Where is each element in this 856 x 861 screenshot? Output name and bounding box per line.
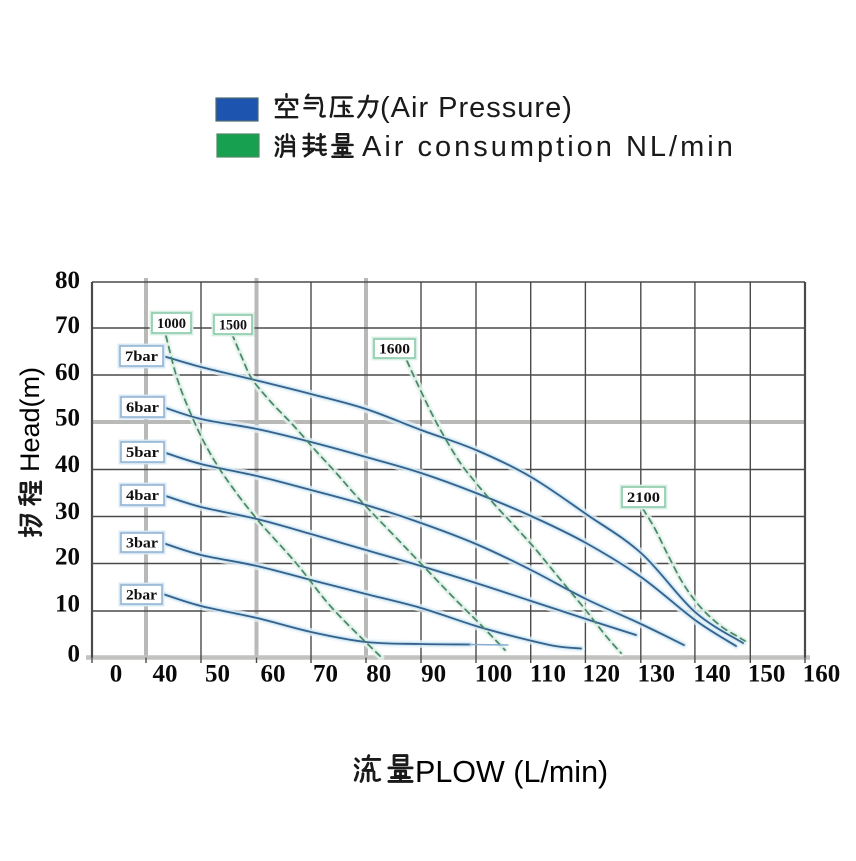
svg-text:120: 120: [583, 661, 621, 688]
svg-text:140: 140: [693, 661, 731, 688]
svg-text:7bar: 7bar: [125, 349, 159, 365]
svg-text:1500: 1500: [219, 318, 247, 334]
svg-text:50: 50: [205, 661, 230, 688]
svg-text:30: 30: [55, 498, 80, 525]
svg-text:80: 80: [55, 267, 80, 294]
svg-text:60: 60: [55, 359, 80, 386]
svg-text:5bar: 5bar: [126, 445, 160, 461]
svg-text:40: 40: [55, 451, 80, 478]
svg-text:60: 60: [261, 661, 286, 688]
svg-text:80: 80: [366, 661, 391, 688]
svg-text:1000: 1000: [157, 316, 186, 332]
svg-text:130: 130: [637, 661, 675, 688]
svg-text:0: 0: [68, 640, 81, 667]
svg-text:2bar: 2bar: [126, 588, 158, 604]
svg-text:1600: 1600: [379, 342, 410, 358]
svg-text:100: 100: [475, 661, 513, 688]
svg-text:70: 70: [55, 312, 80, 339]
svg-text:90: 90: [421, 661, 446, 688]
svg-text:20: 20: [55, 544, 80, 571]
svg-text:0: 0: [110, 661, 123, 688]
svg-text:160: 160: [803, 661, 841, 688]
svg-text:(Air Pressure): (Air Pressure): [380, 92, 573, 124]
svg-text:4bar: 4bar: [126, 488, 160, 504]
svg-text:150: 150: [748, 661, 786, 688]
svg-text:Air consumption NL/min: Air consumption NL/min: [362, 131, 736, 163]
svg-text:40: 40: [153, 661, 178, 688]
svg-text:110: 110: [530, 661, 566, 688]
svg-text:Head(m): Head(m): [15, 367, 45, 472]
svg-text:2100: 2100: [627, 490, 660, 506]
svg-text:6bar: 6bar: [126, 400, 160, 416]
svg-text:3bar: 3bar: [126, 536, 159, 552]
svg-text:50: 50: [55, 404, 80, 431]
svg-text:10: 10: [55, 590, 80, 617]
svg-text:70: 70: [313, 661, 338, 688]
svg-text:PLOW (L/min): PLOW (L/min): [415, 755, 608, 789]
